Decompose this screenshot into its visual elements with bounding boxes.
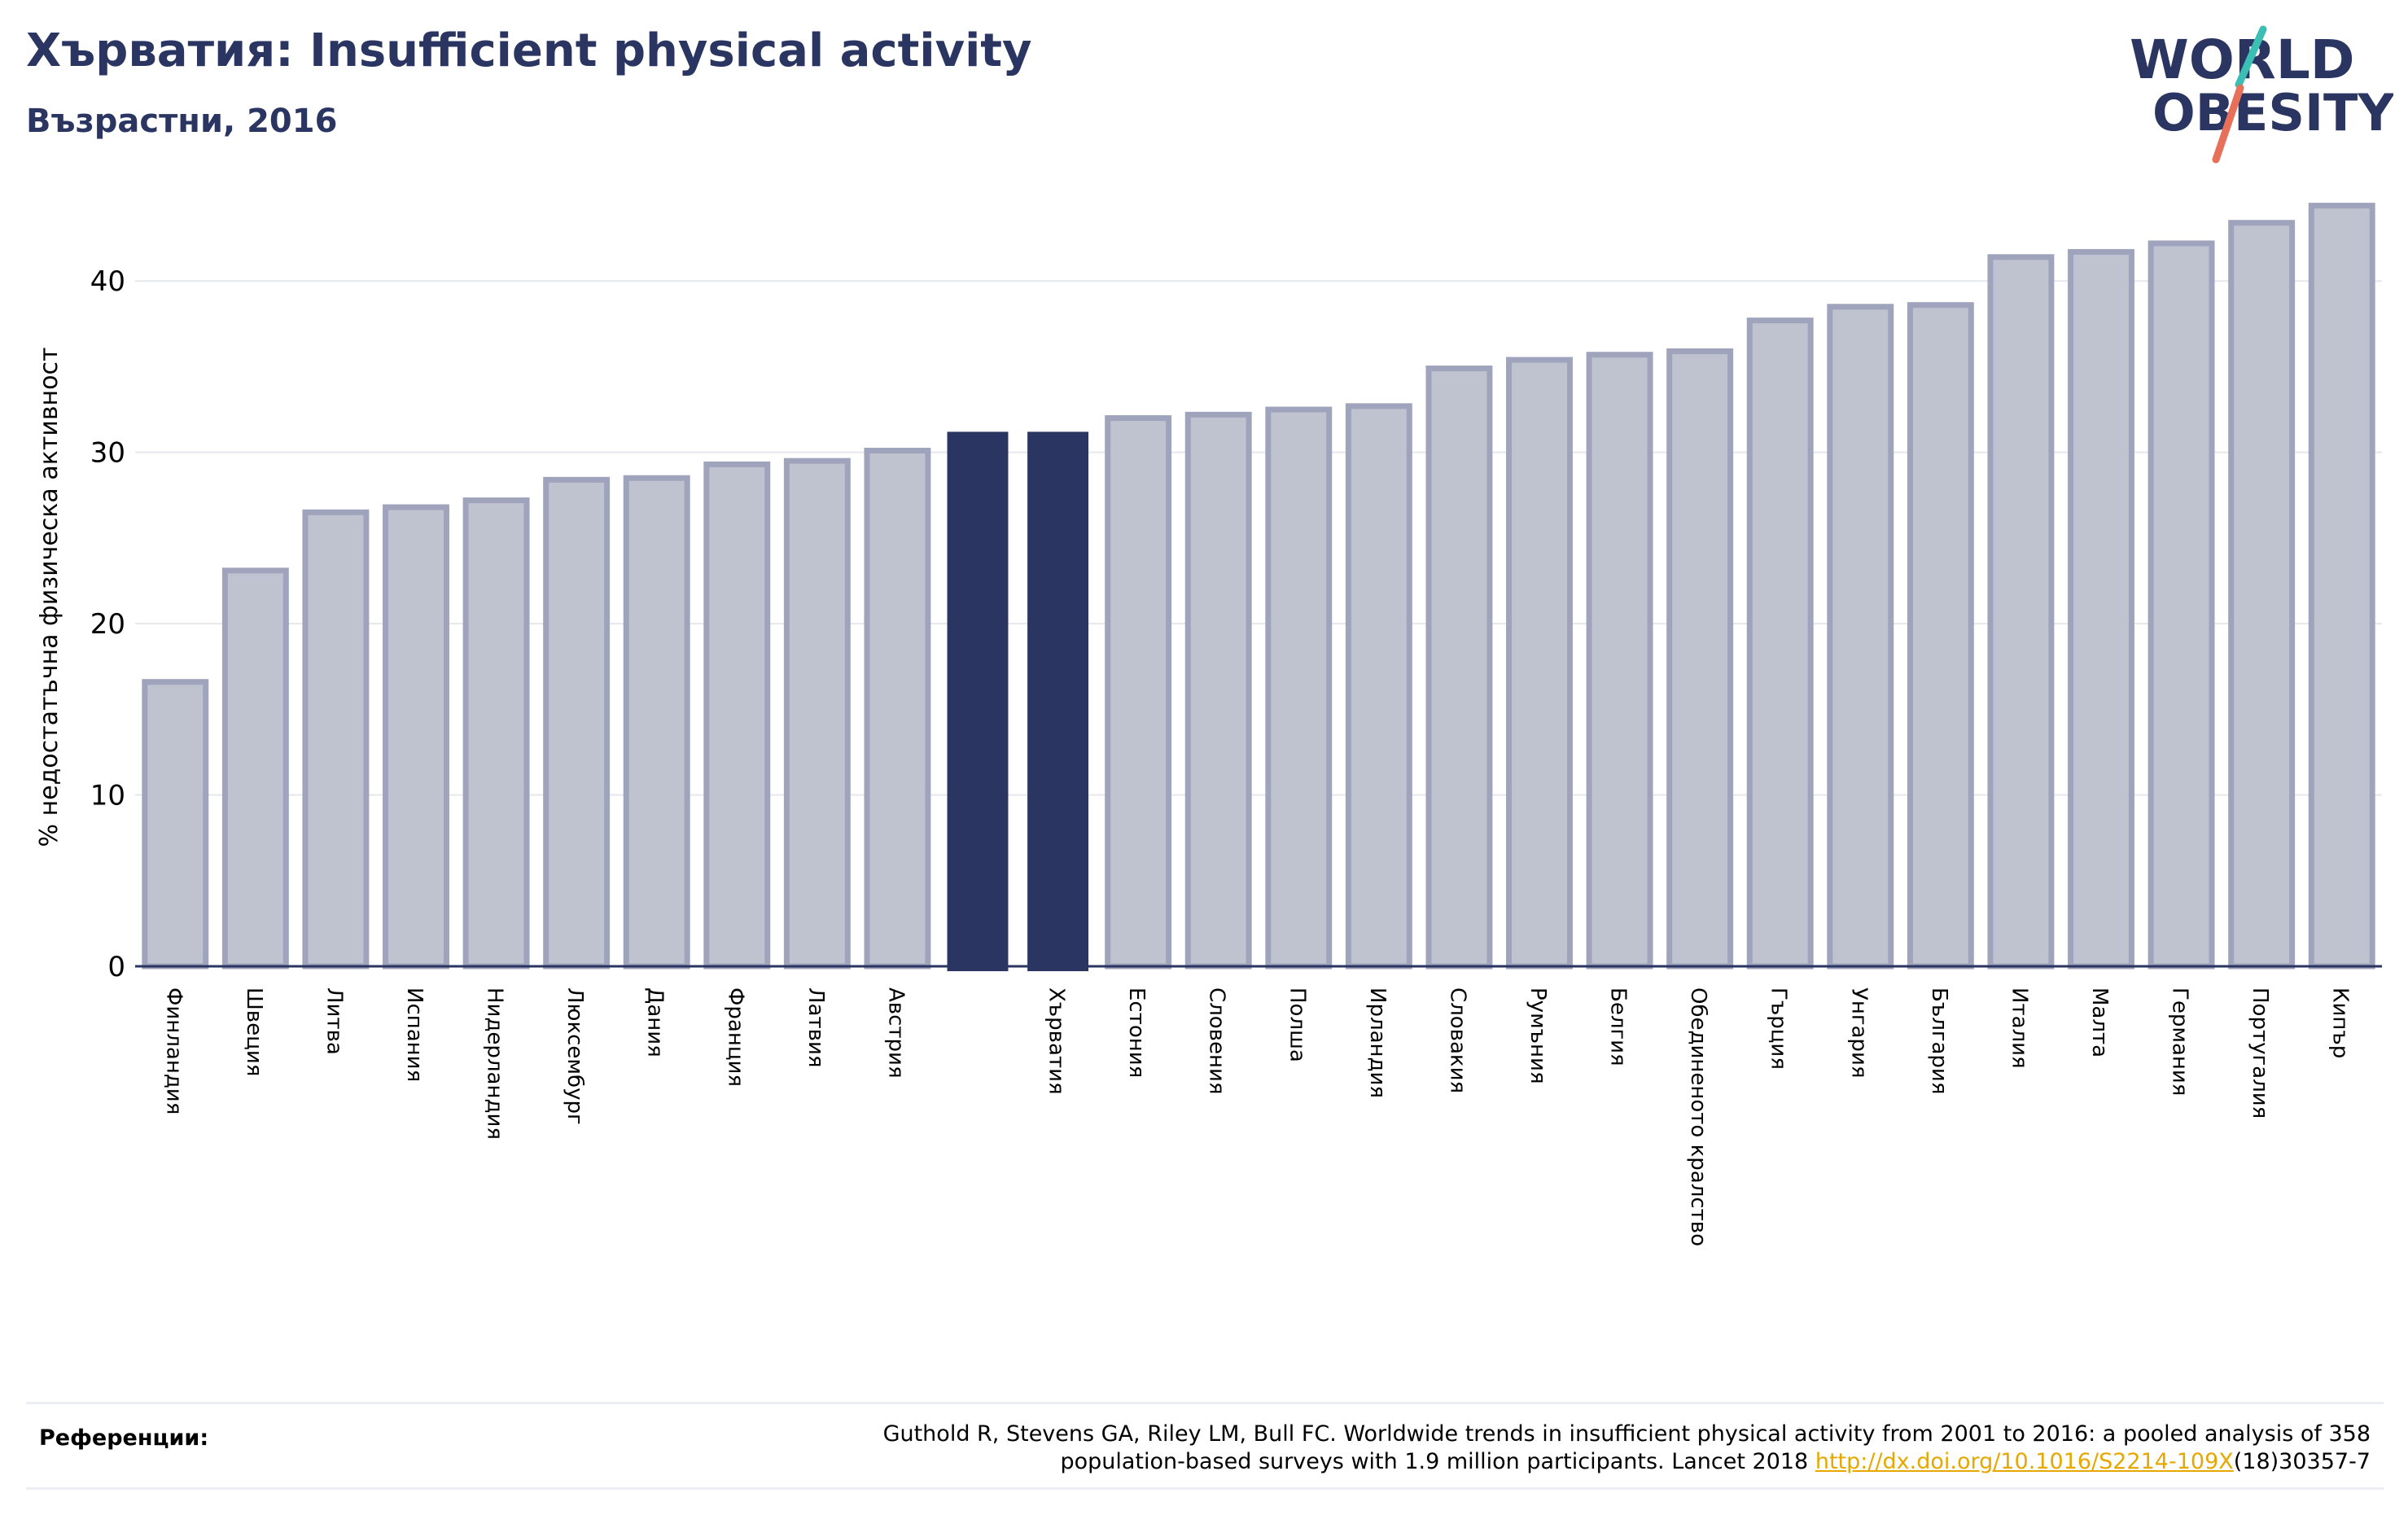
x-tick-label: Италия [2007, 987, 2031, 1069]
bar [623, 475, 690, 970]
references-label: Референции: [39, 1425, 209, 1451]
x-tick-label: Гърция [1767, 987, 1791, 1070]
x-tick-label: Ирландия [1365, 987, 1390, 1098]
x-tick-label: Дания [643, 987, 668, 1057]
bar [2068, 248, 2134, 970]
reference-line-2-suffix: (18)30357-7 [2233, 1449, 2371, 1474]
x-tick-label: Нидерландия [483, 987, 507, 1140]
world-obesity-logo: WORLD OBESITY [2130, 25, 2393, 164]
x-tick-label: Франция [723, 987, 747, 1087]
bar [1666, 348, 1734, 970]
y-tick-label: 30 [90, 437, 125, 470]
x-tick-label: Румъния [1526, 987, 1550, 1084]
x-tick-label: Латвия [803, 987, 828, 1068]
y-tick-label: 0 [107, 951, 125, 983]
x-tick-label: Кипър [2328, 987, 2353, 1058]
bar-highlighted [947, 431, 1009, 971]
bar [1827, 304, 1894, 970]
bar [221, 567, 289, 970]
labels: 0 10 20 30 40 % недостатъчна физическа активн… [35, 265, 2353, 1246]
x-tick-label: Хърватия [1044, 987, 1069, 1095]
x-tick-label: Естония [1124, 987, 1149, 1078]
logo-slash-teal [2235, 25, 2267, 89]
x-tick-label: Полша [1285, 987, 1309, 1062]
logo-slash-coral [2212, 84, 2244, 164]
bar [1506, 357, 1573, 970]
bar [2147, 240, 2215, 970]
bar [703, 461, 771, 970]
bar [2308, 203, 2375, 970]
chart-subtitle: Възрастни, 2016 [26, 103, 338, 140]
x-tick-label: Германия [2168, 987, 2192, 1096]
bar [1184, 411, 1252, 970]
bar [383, 504, 449, 970]
bars [142, 203, 2375, 971]
bar [1105, 415, 1172, 970]
chart-title: Хърватия: Insufficient physical activity [26, 24, 1032, 77]
references-text: Guthold R, Stevens GA, Riley LM, Bull FC… [883, 1421, 2371, 1476]
x-tick-label: Обединеното кралство [1686, 987, 1710, 1246]
references-box: Референции: Guthold R, Stevens GA, Riley… [26, 1402, 2384, 1490]
y-tick-label: 20 [90, 608, 125, 641]
x-tick-label: Финландия [161, 987, 186, 1114]
x-tick-label: Словения [1205, 987, 1229, 1095]
x-tick-label: Испания [402, 987, 427, 1082]
x-tick-label: Белгия [1606, 987, 1631, 1066]
x-tick-label: Малта [2087, 987, 2112, 1057]
bar [142, 679, 209, 970]
reference-doi-link[interactable]: http://dx.doi.org/10.1016/S2214-109X [1815, 1449, 2234, 1474]
x-tick-label: Словакия [1445, 987, 1469, 1093]
bar [1987, 254, 2055, 970]
reference-line-2-prefix: population-based surveys with 1.9 millio… [1060, 1449, 1815, 1474]
bar [1265, 406, 1333, 970]
bar [864, 448, 931, 970]
y-tick-label: 10 [90, 780, 125, 812]
x-tick-label: Швеция [242, 987, 266, 1076]
x-tick-label: Австрия [883, 987, 908, 1079]
reference-line-1: Guthold R, Stevens GA, Riley LM, Bull FC… [882, 1421, 2371, 1447]
bar [1586, 352, 1653, 970]
bar [543, 476, 611, 970]
bar [1425, 366, 1493, 970]
x-tick-label: Литва [322, 987, 346, 1055]
bar-highlighted [1027, 431, 1089, 971]
logo-text-obesity: OBESITY [2152, 83, 2393, 142]
bar [302, 509, 370, 970]
x-tick-label: Люксембург [563, 987, 587, 1125]
bar [1746, 317, 1814, 970]
x-tick-label: Унгария [1846, 987, 1871, 1078]
bar [2228, 220, 2296, 970]
y-axis-label: % недостатъчна физическа активност [35, 348, 63, 847]
bar [462, 497, 530, 970]
x-tick-label: България [1927, 987, 1951, 1094]
bar [1345, 403, 1412, 970]
reference-line-2: population-based surveys with 1.9 millio… [883, 1448, 2371, 1476]
bar-chart: 0 10 20 30 40 % недостатъчна физическа активн… [35, 203, 2382, 1246]
bar [1907, 302, 1974, 970]
x-tick-label: Португалия [2248, 987, 2272, 1119]
y-tick-label: 40 [90, 265, 125, 298]
bar [783, 458, 851, 970]
